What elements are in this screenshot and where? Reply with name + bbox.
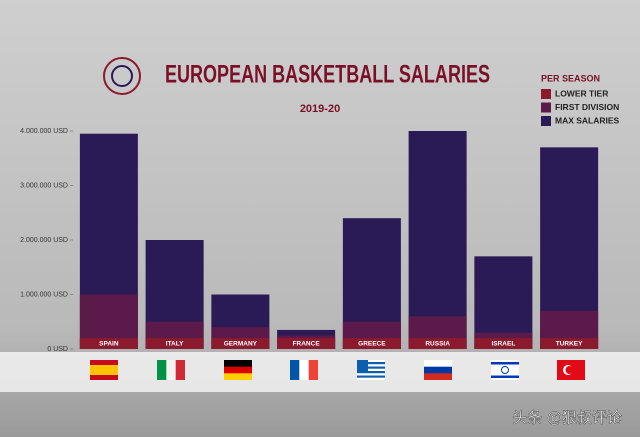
flags (90, 360, 585, 380)
watermark: 头条 @狠叔评论 (512, 409, 622, 427)
bar (145, 338, 204, 349)
x-tick-label: ISRAEL (491, 341, 515, 348)
legend-label: LOWER TIER (555, 88, 608, 98)
bar (211, 338, 270, 349)
legend-swatch (541, 102, 551, 113)
y-tick-label: 2.000.000 USD (20, 237, 68, 244)
legend-title: PER SEASON (541, 73, 600, 83)
x-tick-label: SPAIN (99, 341, 119, 348)
bar (474, 338, 533, 349)
y-tick-label: 4.000.000 USD (20, 128, 68, 135)
x-tick-label: TURKEY (556, 341, 583, 348)
y-tick-label: 1.000.000 USD (20, 291, 68, 298)
y-tick-label: 0 USD (47, 346, 68, 353)
legend-label: MAX SALARIES (555, 115, 620, 125)
x-tick-label: RUSSIA (425, 341, 450, 348)
x-tick-label: ITALY (166, 341, 184, 348)
legend-swatch (541, 116, 551, 126)
legend-label: FIRST DIVISION (555, 102, 619, 112)
bar (342, 338, 401, 349)
x-tick-label: GREECE (358, 341, 386, 348)
y-tick-label: 3.000.000 USD (20, 182, 68, 189)
chart-title: EUROPEAN BASKETBALL SALARIES (165, 61, 490, 89)
bar (277, 338, 336, 349)
bar (79, 338, 138, 349)
legend-swatch (541, 89, 551, 99)
x-tick-label: GERMANY (224, 341, 258, 348)
x-tick-label: FRANCE (293, 341, 321, 348)
chart-subtitle: 2019-20 (300, 103, 340, 115)
bar (408, 131, 467, 349)
bar (408, 338, 467, 349)
bar (540, 338, 599, 349)
logo (103, 57, 141, 95)
